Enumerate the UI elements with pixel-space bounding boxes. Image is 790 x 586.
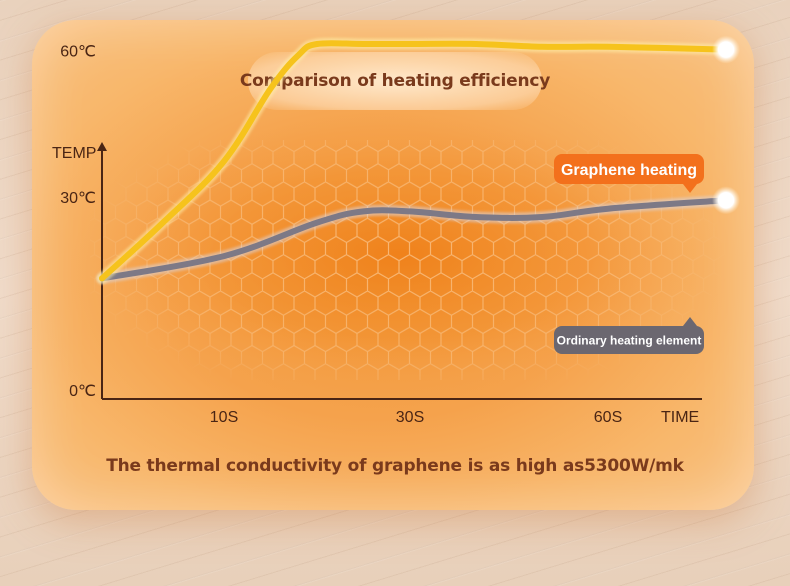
ordinary-badge-pointer	[683, 317, 697, 326]
ordinary-badge: Ordinary heating element	[554, 317, 704, 354]
ordinary-badge-background	[554, 326, 704, 354]
x-tick-label: 10S	[210, 409, 238, 426]
graphene-end-point	[718, 41, 734, 58]
x-tick-label: 30S	[396, 409, 424, 426]
graphene-series-line	[99, 40, 729, 282]
x-axis-label: TIME	[661, 409, 699, 426]
labels-layer: TEMP TIME 0℃ 30℃ 60℃ 10S 30S 60S Graphene heatin…	[52, 43, 704, 426]
ordinary-end-point	[718, 192, 734, 209]
chart-title: Comparison of heating efficiency	[239, 71, 551, 91]
footer-caption: The thermal conductivity of graphene is …	[106, 456, 684, 476]
ordinary-badge-text: Ordinary heating element	[557, 333, 702, 347]
series-layer	[96, 35, 740, 284]
graphene-badge: Graphene heating	[554, 154, 704, 193]
graphene-badge-background	[554, 154, 704, 184]
y-axis-arrow-icon	[97, 142, 107, 151]
y-tick-label: 60℃	[60, 43, 96, 60]
graphene-badge-text: Graphene heating	[561, 162, 697, 179]
x-tick-label: 60S	[594, 409, 622, 426]
y-tick-label: 30℃	[60, 190, 96, 207]
y-tick-label: 0℃	[69, 383, 96, 400]
graphene-badge-pointer	[683, 184, 697, 193]
ordinary-series-line	[99, 197, 729, 282]
y-axis-label: TEMP	[52, 145, 96, 162]
